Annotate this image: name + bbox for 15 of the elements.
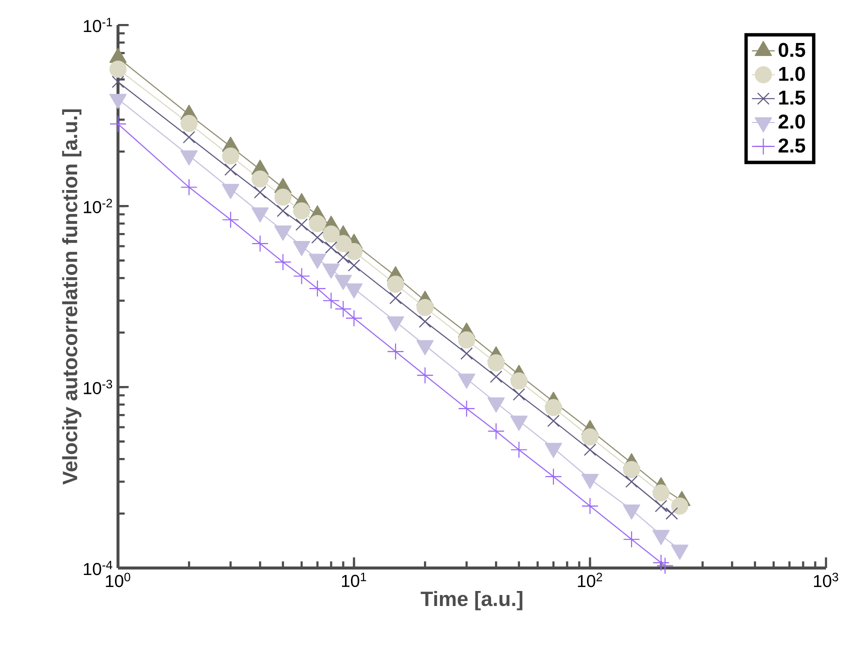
y-tick-label: 10$^{-2}$ — [84, 198, 112, 214]
legend-label: 0.5 — [778, 42, 806, 57]
legend-label: 2.5 — [778, 138, 806, 153]
y-tick-label: 10$^{-3}$ — [84, 380, 112, 394]
legend-label: 1.0 — [779, 66, 805, 81]
legend-label: 1.5 — [779, 90, 806, 105]
y-tick-label: 10$^{-4}$ — [84, 560, 112, 576]
x-axis-title: Time [a.u.] — [420, 590, 522, 610]
x-tick-label: 10$^{0}$ — [106, 572, 130, 588]
legend-label: 2.0 — [778, 114, 805, 129]
y-axis-title: Velocity autocorrelation function [a.u.] — [62, 109, 82, 485]
x-tick-label: 10$^{1}$ — [342, 572, 366, 588]
x-tick-label: 10$^{2}$ — [578, 572, 602, 588]
x-tick-label: 10$^{3}$ — [814, 572, 838, 588]
y-tick-label: 10$^{-1}$ — [84, 18, 112, 32]
